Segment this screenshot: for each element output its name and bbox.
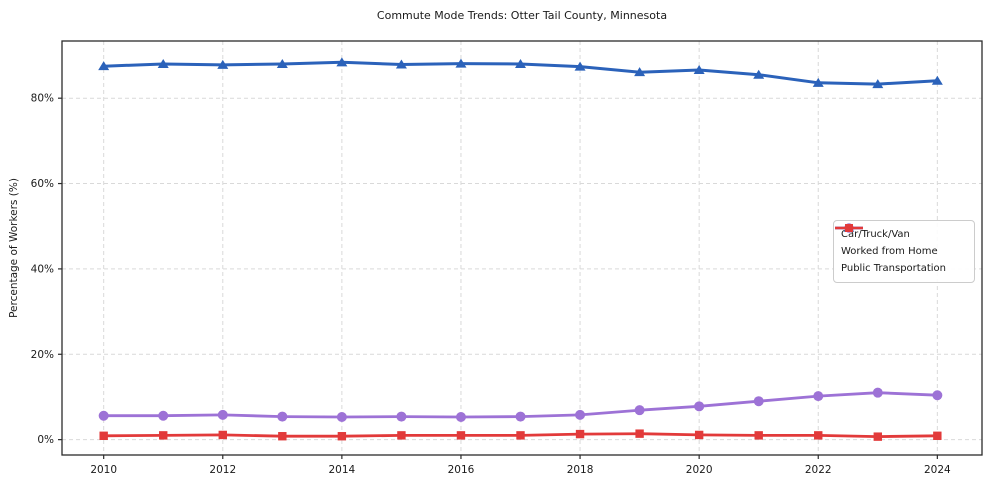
square-marker — [694, 430, 704, 440]
square-marker — [845, 224, 853, 232]
x-tick-label: 2012 — [209, 464, 236, 476]
square-marker — [575, 429, 585, 439]
triangle-marker — [98, 61, 110, 71]
square-marker — [873, 432, 882, 441]
triangle-marker — [574, 61, 586, 71]
y-tick-label: 80% — [31, 93, 54, 105]
square-marker — [99, 431, 108, 440]
square-marker — [635, 429, 644, 438]
circle-marker — [575, 409, 586, 420]
plot-frame — [61, 40, 983, 456]
square-marker — [218, 430, 227, 440]
x-tick-label: 2018 — [567, 464, 594, 476]
y-tick-label: 60% — [31, 178, 54, 190]
x-tick-label: 2022 — [805, 464, 832, 476]
triangle-marker — [693, 65, 705, 75]
circle-marker — [753, 396, 764, 407]
circle-marker — [872, 387, 883, 398]
legend: Car/Truck/Van Worked from Home Public Tran… — [833, 220, 975, 283]
square-marker — [933, 431, 942, 440]
triangle-marker — [395, 59, 407, 69]
circle-marker — [277, 411, 288, 422]
x-tick-label: 2010 — [90, 464, 117, 476]
triangle-marker — [336, 57, 348, 67]
square-marker — [516, 431, 525, 440]
square-marker — [397, 431, 406, 440]
circle-marker — [217, 409, 228, 420]
square-marker — [456, 431, 466, 440]
circle-marker — [932, 390, 943, 401]
x-tick-label: 2014 — [329, 464, 356, 476]
legend-label: Worked from Home — [841, 246, 938, 257]
triangle-marker — [931, 75, 943, 85]
x-tick-label: 2024 — [924, 464, 951, 476]
triangle-marker — [455, 58, 467, 68]
y-tick-label: 20% — [31, 349, 54, 361]
triangle-marker — [634, 67, 646, 77]
circle-marker — [336, 412, 347, 423]
y-tick-label: 40% — [31, 263, 54, 275]
legend-item: Public Transportation — [835, 224, 966, 277]
circle-marker — [515, 411, 526, 422]
triangle-marker — [157, 59, 169, 69]
square-marker — [337, 432, 347, 441]
triangle-marker — [753, 69, 765, 79]
legend-label: Car/Truck/Van — [841, 229, 910, 240]
circle-marker — [694, 401, 705, 412]
chart-title: Commute Mode Trends: Otter Tail County, … — [376, 9, 668, 22]
legend-sample-square — [835, 224, 863, 232]
circle-marker — [158, 410, 169, 421]
square-marker — [814, 431, 823, 440]
circle-marker — [396, 411, 407, 422]
triangle-marker — [515, 59, 527, 69]
triangle-marker — [812, 77, 824, 87]
circle-marker — [634, 405, 645, 416]
triangle-marker — [276, 59, 288, 69]
triangle-marker — [872, 79, 884, 89]
y-tick-label: 0% — [37, 434, 54, 446]
x-tick-label: 2020 — [686, 464, 713, 476]
circle-marker — [455, 412, 466, 423]
square-marker — [278, 432, 287, 441]
legend-label: Public Transportation — [841, 263, 946, 274]
x-tick-label: 2016 — [448, 464, 475, 476]
square-marker — [754, 431, 763, 440]
square-marker — [159, 431, 168, 440]
circle-marker — [813, 391, 824, 402]
legend-item: Worked from Home — [835, 223, 966, 260]
circle-marker — [98, 410, 109, 421]
triangle-marker — [217, 59, 229, 69]
